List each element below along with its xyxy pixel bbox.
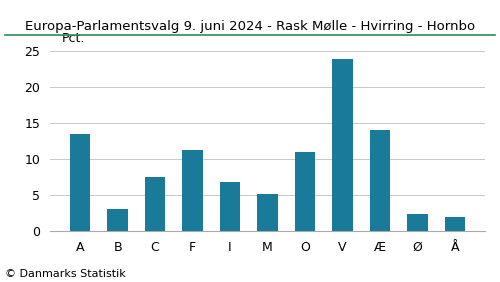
- Text: Europa-Parlamentsvalg 9. juni 2024 - Rask Mølle - Hvirring - Hornbo: Europa-Parlamentsvalg 9. juni 2024 - Ras…: [25, 20, 475, 33]
- Text: © Danmarks Statistik: © Danmarks Statistik: [5, 269, 126, 279]
- Bar: [332, 59, 353, 231]
- Bar: [144, 177, 166, 231]
- Bar: [220, 182, 240, 231]
- Bar: [257, 194, 278, 231]
- Bar: [108, 209, 128, 231]
- Text: Pct.: Pct.: [62, 32, 84, 45]
- Bar: [70, 134, 90, 231]
- Bar: [370, 130, 390, 231]
- Bar: [407, 214, 428, 231]
- Bar: [444, 217, 465, 231]
- Bar: [182, 150, 203, 231]
- Bar: [294, 152, 316, 231]
